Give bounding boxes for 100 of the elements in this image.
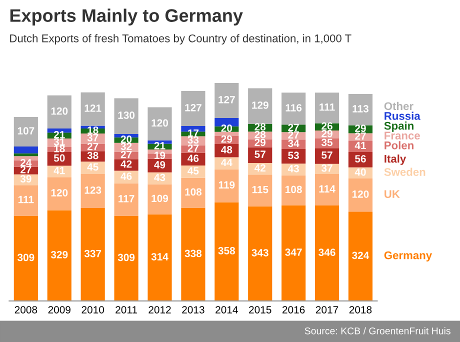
data-label: 129 [252, 101, 268, 109]
series-label: Other [384, 102, 414, 110]
bar [114, 183, 138, 216]
data-label: 115 [252, 186, 268, 194]
x-tick-label: 2013 [182, 306, 204, 314]
data-label: 32 [120, 142, 132, 150]
bar [114, 170, 138, 184]
data-label: 46 [188, 154, 199, 162]
bar [214, 157, 239, 170]
data-label: 20 [120, 136, 132, 143]
bar [114, 216, 138, 301]
x-tick-label: 2008 [14, 306, 38, 314]
data-label: 48 [221, 146, 232, 154]
data-label: 37 [87, 134, 98, 142]
data-label: 123 [84, 186, 102, 194]
data-label: 35 [321, 138, 333, 146]
data-label: 120 [152, 119, 168, 127]
data-label: 39 [20, 175, 32, 183]
data-label: 37 [321, 164, 332, 172]
data-label: 28 [254, 123, 266, 131]
data-label: 27 [355, 132, 366, 140]
data-label: 116 [286, 104, 302, 112]
data-label: 43 [154, 174, 166, 182]
data-label: 45 [87, 163, 98, 171]
series-label: Sweden [384, 168, 426, 176]
bar [148, 107, 172, 140]
bar [348, 94, 373, 126]
data-label: 127 [185, 104, 202, 112]
x-tick-label: 2014 [216, 306, 238, 314]
data-label: 34 [288, 140, 300, 148]
bar [214, 83, 239, 118]
data-label: 121 [84, 104, 102, 112]
data-label: 20 [221, 124, 232, 132]
bar [314, 148, 340, 164]
data-label: 343 [252, 249, 268, 256]
data-label: 41 [54, 166, 65, 174]
data-label: 57 [254, 150, 266, 158]
bar [14, 116, 38, 146]
x-tick-label: 2011 [116, 306, 137, 314]
data-label: 27 [20, 166, 32, 174]
data-label: 49 [154, 161, 166, 168]
data-label: 107 [18, 127, 34, 135]
data-label: 117 [118, 195, 134, 202]
data-label: 309 [17, 254, 34, 262]
data-label: 27 [87, 142, 98, 150]
bar [14, 146, 38, 154]
bar [181, 208, 206, 301]
bar [282, 92, 306, 125]
data-label: 29 [355, 124, 366, 132]
data-label: 18 [88, 126, 98, 134]
data-label: 38 [87, 152, 98, 160]
bar [282, 205, 306, 301]
bar [80, 208, 105, 301]
data-label: 324 [352, 252, 370, 260]
bar [282, 175, 306, 206]
data-label: 119 [218, 181, 235, 189]
data-label: 108 [286, 186, 302, 194]
bar [148, 214, 172, 301]
data-label: 337 [84, 250, 102, 258]
text: Russia [384, 112, 420, 120]
bar [214, 132, 239, 136]
data-label: 42 [120, 160, 132, 168]
data-label: 24 [20, 158, 32, 166]
data-label: 27 [120, 150, 132, 158]
bar [314, 206, 340, 301]
data-label: 347 [285, 248, 302, 256]
bar [181, 132, 206, 136]
data-label: 29 [221, 135, 232, 143]
data-label: 27 [288, 131, 299, 139]
data-label: 109 [152, 194, 168, 202]
data-label: 329 [50, 251, 68, 258]
series-label: Germany [384, 251, 432, 262]
data-label: 113 [352, 105, 368, 112]
bar [248, 206, 272, 301]
bar [14, 153, 38, 156]
bar [214, 169, 239, 202]
data-label: 127 [218, 96, 235, 104]
bar [314, 174, 340, 206]
data-label: 309 [118, 254, 135, 262]
bar [314, 92, 340, 124]
x-tick-label: 2018 [349, 306, 372, 314]
bar [14, 216, 38, 301]
x-tick-label: 2017 [316, 306, 338, 314]
data-label: 27 [288, 124, 299, 132]
x-tick-label: 2010 [82, 306, 104, 314]
chart-title: Exports Mainly to Germany [10, 8, 243, 26]
bar [348, 178, 373, 212]
data-label: 120 [352, 190, 369, 198]
bar [47, 177, 72, 210]
data-label: 53 [288, 152, 299, 160]
data-label: 44 [221, 158, 232, 166]
bar [214, 202, 239, 301]
data-label: 43 [288, 164, 299, 172]
bar [248, 88, 272, 124]
data-label: 33 [188, 136, 199, 144]
data-label: 358 [218, 247, 236, 254]
bar [47, 210, 72, 301]
data-label: 111 [18, 196, 34, 204]
bar [181, 178, 206, 208]
data-label: 45 [188, 167, 199, 175]
